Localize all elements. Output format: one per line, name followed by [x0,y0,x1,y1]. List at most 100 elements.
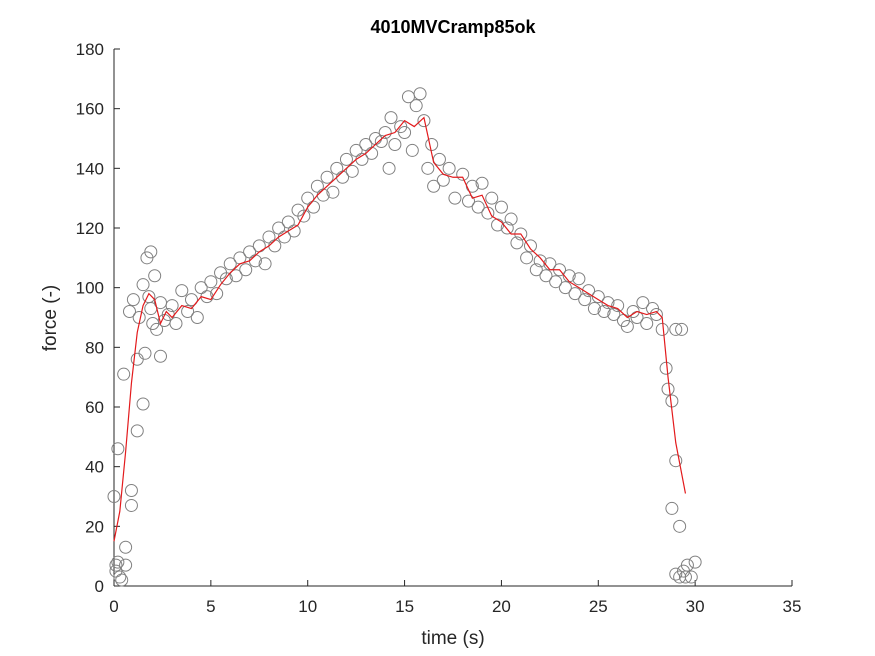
scatter-point [109,558,123,572]
scatter-point [591,290,605,304]
scatter-point [223,257,237,271]
scatter-point [194,281,208,295]
scatter-point [204,275,218,289]
scatter-point [398,126,412,140]
scatter-point [510,236,524,250]
scatter-point [113,570,127,584]
scatter-point [578,293,592,307]
scatter-point [388,137,402,151]
scatter-point [582,284,596,298]
scatter-point [124,484,138,498]
scatter-point [607,308,621,322]
scatter-point [130,352,144,366]
scatter-point [669,322,683,336]
scatter-point [475,176,489,190]
scatter-point [339,152,353,166]
scatter-point [268,239,282,253]
scatter-point [413,87,427,101]
scatter-point [427,179,441,193]
scatter-point [665,501,679,515]
scatter-point [500,221,514,235]
scatter-point [655,322,669,336]
scatter-point [471,200,485,214]
scatter-point [165,299,179,313]
scatter-point [310,179,324,193]
scatter-point [345,164,359,178]
scatter-point [169,316,183,330]
scatter-point [115,573,129,587]
scatter-point [442,161,456,175]
scatter-point [421,161,435,175]
y-axis-label: force (-) [40,285,61,352]
scatter-point [448,191,462,205]
scatter-point [136,397,150,411]
y-tick-label: 40 [85,458,104,477]
x-tick-label: 15 [395,597,414,616]
scatter-point [281,215,295,229]
scatter-point [184,293,198,307]
scatter-point [461,194,475,208]
scatter-point [520,251,534,265]
scatter-point [494,200,508,214]
scatter-point [382,161,396,175]
y-tick-label: 140 [76,159,104,178]
scatter-point [272,221,286,235]
scatter-point [320,170,334,184]
scatter-point [153,349,167,363]
y-tick-label: 20 [85,517,104,536]
scatter-point [587,302,601,316]
scatter-point [262,230,276,244]
scatter-point [620,319,634,333]
scatter-point [365,146,379,160]
scatter-point [456,167,470,181]
scatter-point [529,263,543,277]
scatter-point [409,99,423,113]
scatter-point [130,424,144,438]
scatter-point [119,540,133,554]
y-tick-label: 120 [76,219,104,238]
scatter-point [142,290,156,304]
scatter-point [107,490,121,503]
scatter-point [425,137,439,151]
scatter-point [384,111,398,125]
scatter-point [549,275,563,289]
y-tick-label: 180 [76,40,104,59]
scatter-point [533,254,547,268]
scatter-point [669,567,683,581]
x-tick-label: 25 [589,597,608,616]
scatter-point [111,555,125,569]
scatter-point [326,185,340,199]
x-tick-label: 35 [783,597,802,616]
scatter-point [504,212,518,226]
scatter-point [258,257,272,271]
scatter-point [307,200,321,214]
x-tick-label: 30 [686,597,705,616]
scatter-point [659,361,673,375]
scatter-point [378,126,392,140]
scatter-point [219,272,233,286]
x-tick-label: 5 [206,597,215,616]
x-tick-label: 20 [492,597,511,616]
y-tick-label: 0 [95,577,104,596]
scatter-point [122,305,136,319]
x-axis-label: time (s) [421,628,484,649]
scatter-point [148,269,162,283]
scatter-point [181,305,195,319]
x-tick-label: 0 [109,597,118,616]
scatter-point [190,311,204,324]
scatter-point [210,287,224,301]
y-tick-label: 100 [76,279,104,298]
scatter-point [601,296,615,310]
scatter-point [229,269,243,283]
scatter-point [117,367,131,381]
scatter-point [301,191,315,205]
scatter-point [297,209,311,223]
x-tick-label: 10 [298,597,317,616]
scatter-point [119,558,133,572]
scatter-point [485,191,499,205]
scatter-point [330,161,344,175]
scatter-point [636,296,650,310]
scatter-point [252,239,266,253]
scatter-point [124,498,138,512]
